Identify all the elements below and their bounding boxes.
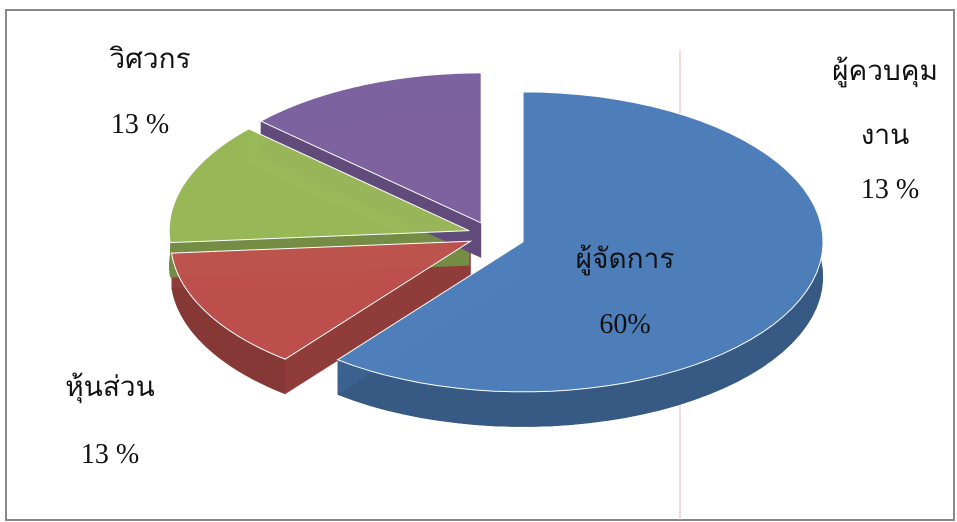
slice — [336, 91, 824, 393]
slice-side — [171, 253, 286, 395]
value-label: 60% — [599, 309, 651, 340]
slice — [170, 240, 473, 360]
value-label: 13 % — [80, 439, 140, 470]
slice-side — [337, 91, 824, 427]
category-label: ผู้จัดการ — [575, 244, 675, 275]
category-label: ผู้ควบคุมงาน — [832, 56, 938, 151]
category-label: วิศวกร — [109, 44, 191, 75]
frame — [5, 9, 955, 521]
slice-side — [285, 241, 471, 395]
slice — [259, 72, 482, 224]
value-label: 13 % — [860, 174, 920, 205]
value-label: 13 % — [110, 109, 170, 140]
slice — [168, 128, 470, 244]
category-label: หุ้นส่วน — [65, 372, 155, 403]
